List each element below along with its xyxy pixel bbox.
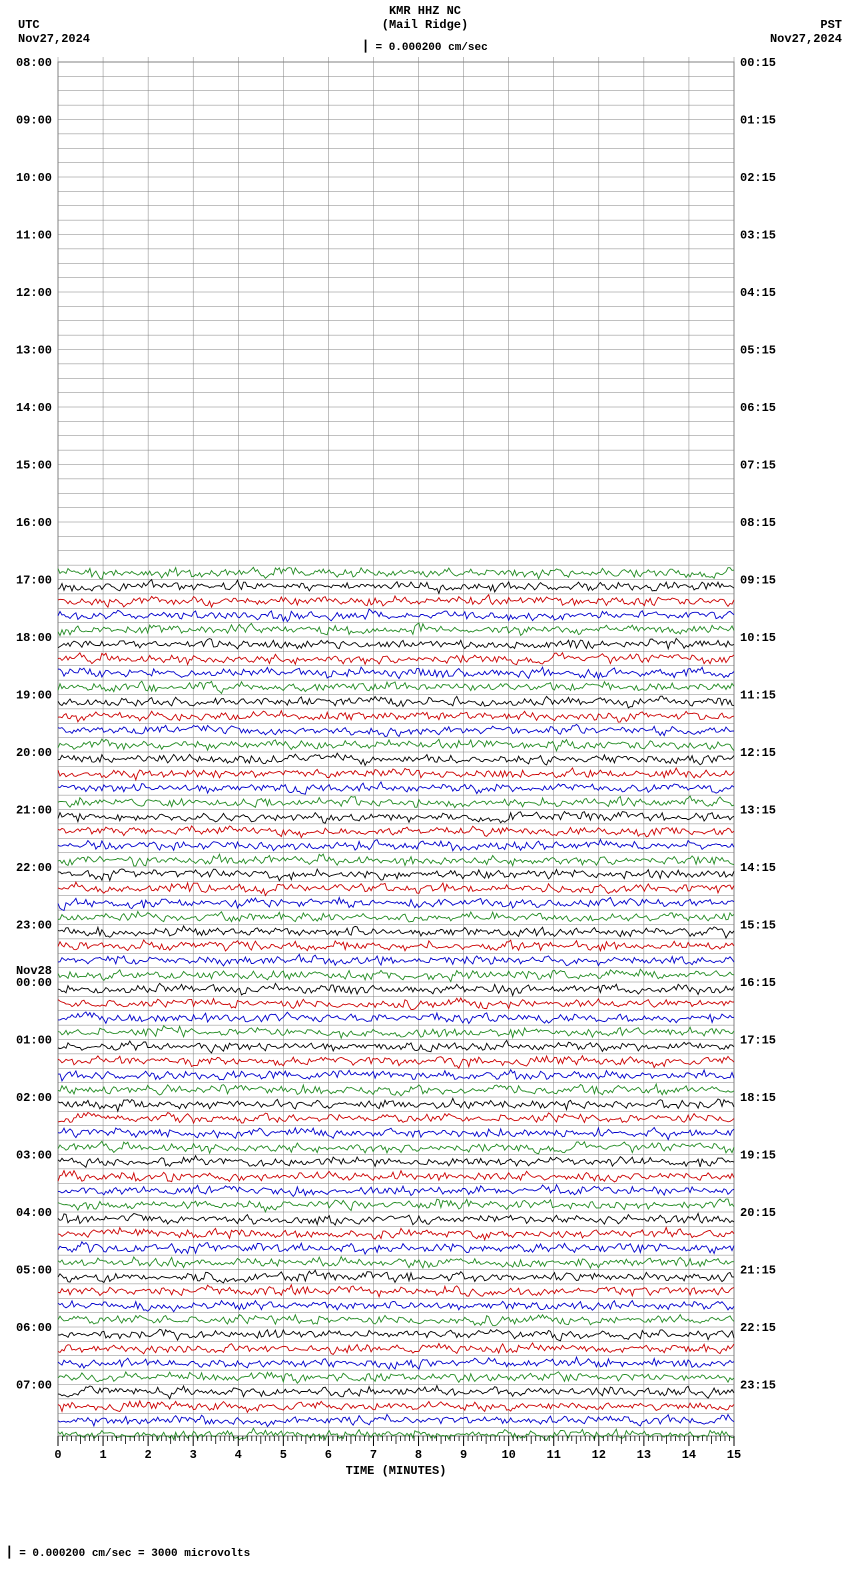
svg-text:22:00: 22:00 xyxy=(16,861,52,875)
svg-text:11:00: 11:00 xyxy=(16,229,52,243)
svg-text:15:15: 15:15 xyxy=(740,919,776,933)
svg-text:11: 11 xyxy=(547,1448,561,1462)
svg-text:06:15: 06:15 xyxy=(740,401,776,415)
svg-text:TIME (MINUTES): TIME (MINUTES) xyxy=(346,1464,447,1478)
svg-text:16:15: 16:15 xyxy=(740,976,776,990)
svg-text:5: 5 xyxy=(280,1448,287,1462)
svg-text:18:00: 18:00 xyxy=(16,631,52,645)
svg-text:19:00: 19:00 xyxy=(16,689,52,703)
svg-text:2: 2 xyxy=(145,1448,152,1462)
svg-text:6: 6 xyxy=(325,1448,332,1462)
svg-text:07:15: 07:15 xyxy=(740,459,776,473)
svg-text:1: 1 xyxy=(99,1448,106,1462)
svg-text:14: 14 xyxy=(682,1448,696,1462)
svg-text:19:15: 19:15 xyxy=(740,1149,776,1163)
tz-right-label: PST xyxy=(770,18,842,32)
footer-scale: ┃ = 0.000200 cm/sec = 3000 microvolts xyxy=(0,1536,850,1560)
svg-text:02:15: 02:15 xyxy=(740,171,776,185)
svg-text:01:15: 01:15 xyxy=(740,114,776,128)
svg-text:13: 13 xyxy=(637,1448,651,1462)
svg-text:03:00: 03:00 xyxy=(16,1149,52,1163)
svg-text:08:15: 08:15 xyxy=(740,516,776,530)
svg-text:09:00: 09:00 xyxy=(16,114,52,128)
svg-text:15: 15 xyxy=(727,1448,741,1462)
svg-text:05:15: 05:15 xyxy=(740,344,776,358)
svg-text:12: 12 xyxy=(592,1448,606,1462)
helicorder-chart: 08:00 09:00 10:00 11:00 12:00 13:00 14:00 15:00… xyxy=(0,56,850,1536)
svg-text:22:15: 22:15 xyxy=(740,1321,776,1335)
svg-text:21:15: 21:15 xyxy=(740,1264,776,1278)
svg-text:14:00: 14:00 xyxy=(16,401,52,415)
svg-text:0: 0 xyxy=(54,1448,61,1462)
svg-text:23:15: 23:15 xyxy=(740,1379,776,1393)
station-subtitle: (Mail Ridge) xyxy=(0,18,850,32)
svg-text:10:15: 10:15 xyxy=(740,631,776,645)
svg-text:20:15: 20:15 xyxy=(740,1206,776,1220)
svg-text:17:15: 17:15 xyxy=(740,1034,776,1048)
svg-text:20:00: 20:00 xyxy=(16,746,52,760)
svg-text:4: 4 xyxy=(235,1448,242,1462)
svg-text:10: 10 xyxy=(501,1448,515,1462)
svg-text:02:00: 02:00 xyxy=(16,1091,52,1105)
svg-text:12:00: 12:00 xyxy=(16,286,52,300)
svg-text:00:15: 00:15 xyxy=(740,56,776,70)
svg-text:23:00: 23:00 xyxy=(16,919,52,933)
svg-text:8: 8 xyxy=(415,1448,422,1462)
svg-text:01:00: 01:00 xyxy=(16,1034,52,1048)
svg-text:04:15: 04:15 xyxy=(740,286,776,300)
svg-text:13:00: 13:00 xyxy=(16,344,52,358)
svg-text:04:00: 04:00 xyxy=(16,1206,52,1220)
svg-text:06:00: 06:00 xyxy=(16,1321,52,1335)
svg-text:9: 9 xyxy=(460,1448,467,1462)
svg-text:3: 3 xyxy=(190,1448,197,1462)
header-center: KMR HHZ NC (Mail Ridge) xyxy=(0,4,850,32)
svg-text:00:00: 00:00 xyxy=(16,976,52,990)
svg-text:18:15: 18:15 xyxy=(740,1091,776,1105)
svg-text:07:00: 07:00 xyxy=(16,1379,52,1393)
svg-text:12:15: 12:15 xyxy=(740,746,776,760)
svg-text:08:00: 08:00 xyxy=(16,56,52,70)
svg-text:11:15: 11:15 xyxy=(740,689,776,703)
station-title: KMR HHZ NC xyxy=(0,4,850,18)
scale-note: ┃ = 0.000200 cm/sec xyxy=(0,40,850,54)
svg-text:09:15: 09:15 xyxy=(740,574,776,588)
svg-text:13:15: 13:15 xyxy=(740,804,776,818)
header: UTC Nov27,2024 KMR HHZ NC (Mail Ridge) P… xyxy=(0,0,850,56)
svg-text:21:00: 21:00 xyxy=(16,804,52,818)
svg-text:14:15: 14:15 xyxy=(740,861,776,875)
svg-text:17:00: 17:00 xyxy=(16,574,52,588)
svg-text:15:00: 15:00 xyxy=(16,459,52,473)
svg-text:10:00: 10:00 xyxy=(16,171,52,185)
svg-text:16:00: 16:00 xyxy=(16,516,52,530)
svg-text:03:15: 03:15 xyxy=(740,229,776,243)
svg-text:05:00: 05:00 xyxy=(16,1264,52,1278)
svg-text:7: 7 xyxy=(370,1448,377,1462)
